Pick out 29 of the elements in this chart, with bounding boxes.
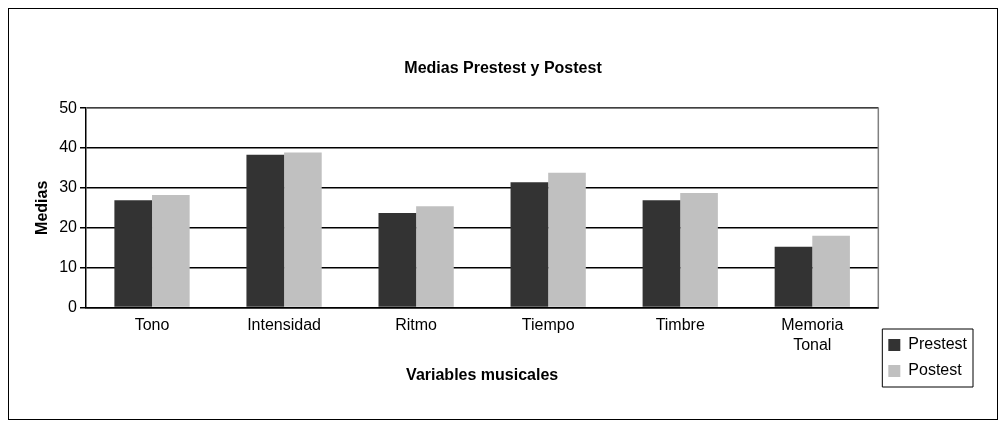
y-axis-title: Medias — [33, 180, 51, 235]
y-tick-label: 10 — [59, 257, 78, 275]
bar — [774, 246, 813, 307]
bar — [114, 200, 153, 307]
bar — [416, 206, 454, 307]
x-tick-label: Memoria Tonal — [781, 316, 844, 353]
bar — [246, 154, 285, 307]
bar — [152, 195, 190, 307]
x-tick-label: Tiempo — [521, 316, 575, 334]
y-tick-label: 30 — [59, 178, 78, 196]
x-tick-label: Ritmo — [395, 316, 438, 334]
x-tick-label: Intensidad — [247, 316, 321, 334]
y-tick-label: 50 — [59, 98, 78, 116]
x-tick-label: Timbre — [655, 316, 705, 334]
bar — [680, 193, 718, 307]
y-tick-label: 20 — [59, 218, 78, 236]
bar — [510, 182, 549, 307]
bar — [812, 235, 850, 307]
bar — [378, 212, 417, 307]
y-tick-label: 0 — [68, 297, 78, 315]
x-tick-label: Tono — [134, 316, 170, 334]
y-tick-label: 40 — [59, 138, 78, 156]
bar — [548, 172, 586, 307]
bar — [284, 152, 322, 307]
legend-label: Postest — [908, 361, 963, 379]
legend-label: Prestest — [908, 335, 968, 353]
bar — [642, 200, 681, 307]
x-axis-title: Variables musicales — [406, 365, 559, 383]
chart-title: Medias Prestest y Postest — [404, 59, 603, 77]
